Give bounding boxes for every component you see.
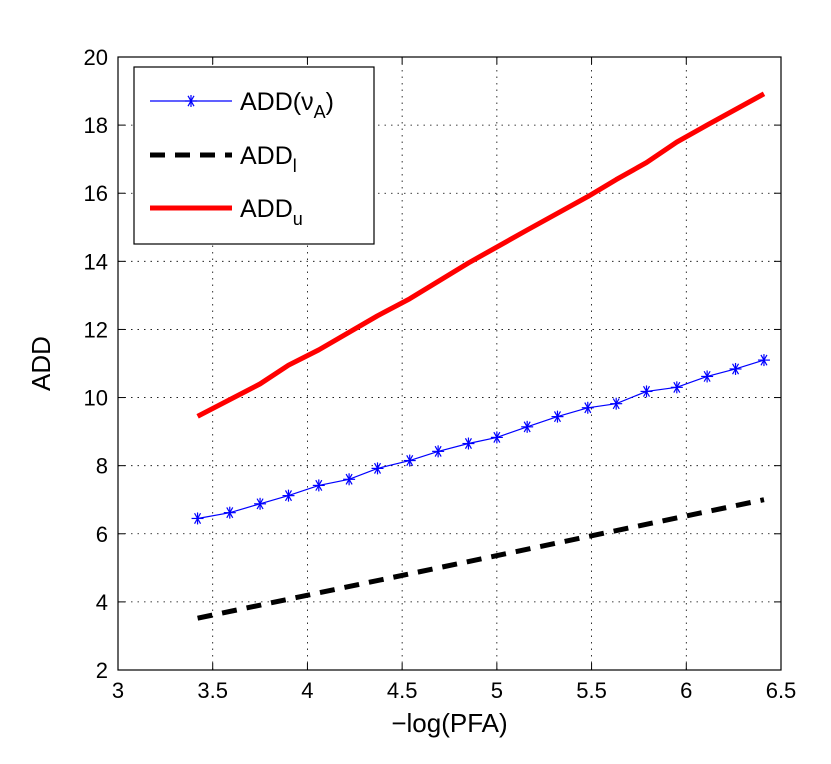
data-point (282, 489, 295, 502)
y-tick-label: 14 (84, 249, 108, 274)
data-point (640, 385, 653, 398)
legend-label-subscript: l (293, 156, 297, 176)
data-point (371, 462, 384, 475)
data-point (757, 354, 770, 367)
x-tick-label: 3 (112, 678, 124, 703)
data-point (254, 497, 267, 510)
tick-marks (117, 56, 782, 671)
x-axis-label: −log(PFA) (391, 708, 507, 738)
y-axis-label: ADD (26, 336, 56, 391)
data-point (312, 479, 325, 492)
x-tick-label: 6 (680, 678, 692, 703)
x-tick-label: 5.5 (576, 678, 607, 703)
series-line-0 (197, 359, 765, 520)
legend-box (133, 66, 375, 245)
y-tick-label: 8 (96, 454, 108, 479)
legend-label-subscript: u (293, 209, 303, 229)
y-tick-label: 18 (84, 113, 108, 138)
data-point (490, 431, 503, 444)
legend-label-2: ADDu (240, 195, 303, 229)
x-tick-label: 6.5 (766, 678, 797, 703)
data-point (432, 445, 445, 458)
axes-box (117, 56, 782, 671)
legend-label-0: ADD(νA) (240, 88, 334, 122)
y-tick-label: 10 (84, 386, 108, 411)
x-tick-label: 3.5 (197, 678, 228, 703)
data-point (462, 437, 475, 450)
data-point (223, 506, 236, 519)
data-point (581, 401, 594, 414)
y-tick-label: 20 (84, 45, 108, 70)
series-line-2 (196, 91, 766, 419)
legend-label-1: ADDl (240, 142, 297, 176)
series-layer (191, 91, 770, 621)
y-tick-label: 16 (84, 181, 108, 206)
data-point (403, 454, 416, 467)
x-tick-labels: 3 3.5 4 4.5 5 5.5 6 6.5 (112, 678, 796, 703)
data-point (701, 370, 714, 383)
data-point (343, 473, 356, 486)
legend-label-main: ADD(ν (240, 88, 314, 116)
x-tick-label: 4.5 (387, 678, 418, 703)
y-tick-labels: 2 4 6 8 10 12 14 16 18 20 (84, 45, 108, 683)
data-point (191, 512, 204, 525)
x-tick-label: 5 (491, 678, 503, 703)
legend-label-main: ADD (240, 195, 293, 223)
data-point (521, 420, 534, 433)
legend-marker (185, 95, 197, 107)
data-point (551, 410, 564, 423)
data-point (729, 362, 742, 375)
data-point (670, 381, 683, 394)
y-tick-label: 4 (96, 590, 108, 615)
legend-label-main: ADD (240, 142, 293, 170)
y-tick-label: 12 (84, 317, 108, 342)
series-line-1 (197, 497, 765, 621)
x-tick-label: 4 (301, 678, 313, 703)
legend-label-tail: ) (326, 88, 334, 116)
legend-label-subscript: A (314, 102, 326, 122)
y-tick-label: 2 (96, 658, 108, 683)
data-point (610, 397, 623, 410)
y-tick-label: 6 (96, 522, 108, 547)
